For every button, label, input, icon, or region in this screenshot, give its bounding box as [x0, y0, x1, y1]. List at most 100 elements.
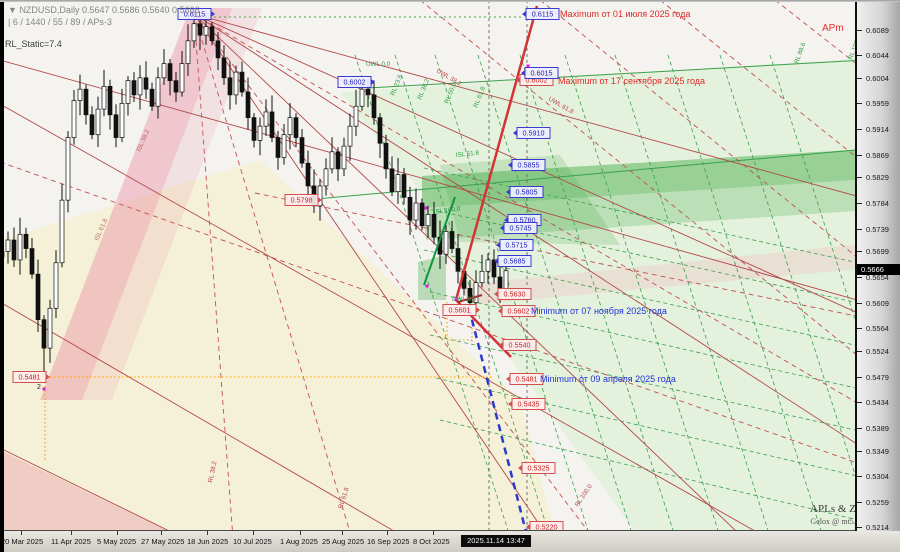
candle-body	[167, 63, 173, 81]
price-tick-label: 0.5784	[866, 199, 889, 208]
price-tag-value: 0.5481	[516, 375, 538, 384]
price-tick	[857, 527, 862, 528]
red-ray-line	[193, 13, 559, 552]
price-tag-value: 0.5601	[449, 306, 471, 315]
price-tag-value: 0.6015	[531, 69, 553, 78]
candle-body	[221, 57, 227, 79]
zone-polygon	[0, 160, 560, 552]
candle-body	[287, 117, 293, 136]
candle-body	[347, 125, 353, 147]
candle-body	[203, 26, 209, 36]
date-tick	[207, 531, 208, 535]
candle-body	[17, 233, 23, 261]
candle-body	[431, 214, 437, 238]
price-tag-arrow	[500, 225, 504, 231]
price-tick	[857, 303, 862, 304]
green-dashed-line	[423, 167, 900, 273]
price-tag-value: 0.5855	[518, 161, 540, 170]
zone-polygon	[82, 8, 262, 400]
price-tick-label: 0.6044	[866, 51, 889, 60]
red-dashed-ray	[193, 13, 357, 552]
price-tick	[857, 155, 862, 156]
green-dashed-line	[435, 377, 900, 487]
price-tick-label: 0.5564	[866, 324, 889, 333]
pitchfork-handle	[467, 307, 528, 533]
candle-body	[473, 282, 479, 303]
candle-body	[113, 114, 119, 138]
candle-body	[377, 117, 383, 144]
price-tag-arrow	[506, 189, 510, 195]
candle-body	[53, 262, 59, 309]
price-tag-value: 0.5745	[510, 224, 532, 233]
date-tick	[71, 531, 72, 535]
price-tag-value: 0.5325	[528, 464, 550, 473]
price-tag-value: 0.6002	[526, 76, 548, 85]
price-tag-value: 0.6115	[184, 10, 205, 19]
candle-body	[281, 134, 287, 158]
green-dashed-line	[423, 207, 900, 313]
price-tick-label: 0.5609	[866, 299, 889, 308]
candle-body	[395, 174, 401, 192]
price-tag-arrow	[521, 70, 525, 76]
price-tag-value: 0.5685	[504, 257, 526, 266]
date-tick-label: 1 Aug 2025	[280, 537, 318, 546]
green-dashed-line	[477, 54, 639, 552]
price-tag-arrow	[211, 11, 215, 17]
date-tick	[253, 531, 254, 535]
candle-body	[185, 40, 191, 64]
candle-body	[197, 23, 203, 36]
date-tick-label: 27 May 2025	[141, 537, 185, 546]
object-list-marker-icon[interactable]: ▼	[8, 5, 17, 15]
candle-body	[443, 231, 449, 255]
price-tag-arrow	[498, 308, 502, 314]
candle-body	[323, 168, 329, 187]
annotation-max-september: Maximum от 17 сентября 2025 года	[558, 76, 706, 86]
price-tick-label: 0.5259	[866, 498, 889, 507]
green-dashed-line	[614, 54, 776, 552]
watermark-author: Gelox @ mt5.com	[810, 517, 870, 526]
candle-body	[383, 142, 389, 170]
candle-body	[455, 248, 461, 272]
window-top-border	[0, 0, 900, 2]
pivot-marker	[425, 284, 429, 288]
price-tag-value: 0.5715	[506, 241, 528, 250]
price-tag-arrow	[526, 524, 530, 530]
candle-body	[353, 105, 359, 127]
candle-body	[485, 259, 491, 272]
candle-body	[23, 233, 29, 249]
price-tick	[857, 451, 862, 452]
line-percent-label: ISL 100.0	[433, 205, 461, 216]
candle-body	[359, 88, 365, 107]
candle-body	[5, 239, 11, 252]
time-scale[interactable]: 2025.11.14 13:47 20 Mar 2025 11 Apr 2025 5…	[0, 530, 900, 552]
zone-polygon	[418, 255, 446, 300]
date-tick	[300, 531, 301, 535]
candle-body	[275, 137, 281, 158]
price-scale[interactable]: 0.5666 0.6089 0.6044 0.6004 0.5959 0.5914 0.5…	[855, 0, 900, 532]
candle-body	[245, 91, 251, 118]
candle-body	[425, 214, 431, 227]
red-ray-line	[193, 13, 900, 209]
candle-body	[131, 80, 137, 96]
annotation-max-july: Maximum от 01 июля 2025 года	[560, 9, 691, 19]
window-left-border	[0, 0, 4, 552]
candle-body	[89, 114, 95, 136]
candle-body	[467, 288, 473, 303]
price-tick	[857, 103, 862, 104]
pivot-marker	[42, 387, 46, 391]
candle-body	[317, 185, 323, 207]
date-tick	[117, 531, 118, 535]
date-tick-label: 16 Sep 2025	[367, 537, 410, 546]
candle-body	[101, 85, 107, 110]
candle-body	[491, 259, 497, 278]
candle-body	[35, 273, 41, 321]
price-tick	[857, 55, 862, 56]
price-tag-arrow	[496, 242, 500, 248]
price-tag-value: 0.6115	[532, 10, 553, 19]
line-percent-label: UWL 38.2	[435, 68, 463, 88]
candle-body	[329, 151, 335, 170]
current-price-box: 0.5666	[857, 264, 900, 275]
line-percent-label: RL 38.2	[207, 460, 218, 483]
date-tick-label: 25 Aug 2025	[322, 537, 365, 546]
